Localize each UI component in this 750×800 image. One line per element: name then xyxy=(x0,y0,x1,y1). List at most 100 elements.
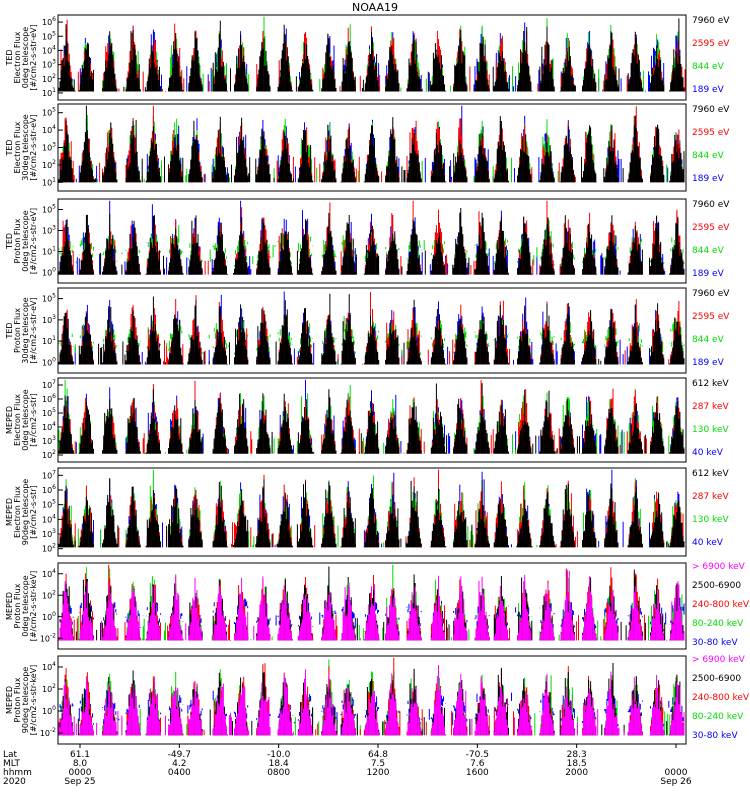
panel-8: 10-2 100 102 104 MEPEDProton Flux90deg teles… xyxy=(5,655,750,745)
panel-frame xyxy=(57,562,687,650)
footer-tick-label: -49.7 xyxy=(168,750,191,760)
legend-entry: 2595 eV xyxy=(692,128,730,138)
footer-tick-label: 28.3 xyxy=(567,750,587,760)
y-tick-label: 103 xyxy=(42,142,56,153)
legend-entry: 844 eV xyxy=(692,335,725,345)
y-axis-label: MEPEDElectron Flux0deg telescope[#/cm2-s… xyxy=(5,389,38,450)
panels: 101 102 103 104 105 106 TEDElectron Flux0deg t… xyxy=(5,14,750,745)
series-line-7960-ev xyxy=(58,293,685,365)
legend-entry: 2500-6900 xyxy=(692,581,741,591)
legend-entry: 287 keV xyxy=(692,402,729,412)
y-tick-label: 10-2 xyxy=(40,727,56,738)
y-axis-label: TEDProton Flux30deg telescope[#/cm2-s-st… xyxy=(5,297,38,364)
panel-1: 101 102 103 104 105 106 TEDElectron Flux0deg t… xyxy=(5,14,730,101)
series-line--6900-kev xyxy=(58,569,685,641)
legend-entry: 130 keV xyxy=(692,515,729,525)
legend-entry: 40 keV xyxy=(692,448,724,458)
y-tick-label: 103 xyxy=(42,528,56,539)
y-tick-label: 103 xyxy=(42,435,56,446)
footer-tick-label: 4.2 xyxy=(172,759,186,769)
legend-entry: 7960 eV xyxy=(692,105,730,115)
y-tick-label: 106 xyxy=(42,484,56,495)
y-tick-label: 104 xyxy=(42,44,56,55)
panel-frame xyxy=(57,467,687,557)
legend-entry: 7960 eV xyxy=(692,16,730,26)
footer-tick-label: 61.1 xyxy=(70,750,90,760)
legend-entry: 2595 eV xyxy=(692,39,730,49)
y-tick-label: 104 xyxy=(42,568,56,579)
y-tick-label: 107 xyxy=(42,469,56,480)
footer-tick-label: 8.0 xyxy=(73,759,88,769)
y-tick-label: 105 xyxy=(42,499,56,510)
y-tick-label: 101 xyxy=(42,246,56,257)
y-axis-label: MEPEDProton Flux90deg telescope[#/cm2-s-… xyxy=(5,665,38,736)
panel-3: 100 101 103 105 TEDProton Flux0deg telescope… xyxy=(5,198,730,284)
panel-2: 101 102 103 104 105 TEDElectron Flux30deg tel… xyxy=(5,103,730,192)
legend-entry: 2500-6900 xyxy=(692,674,741,684)
y-tick-label: 103 xyxy=(42,225,56,236)
y-tick-label: 103 xyxy=(42,59,56,70)
panel-frame xyxy=(57,287,687,374)
chart-title: NOAA19 xyxy=(352,1,398,14)
y-axis-label: MEPEDProton Flux0deg telescope[#/cm2-s-s… xyxy=(5,571,38,642)
panel-4: 100 101 103 105 TEDProton Flux30deg telescop… xyxy=(5,287,730,374)
y-tick-label: 106 xyxy=(42,16,56,27)
legend-entry: 189 eV xyxy=(692,174,725,184)
footer-tick-label: 0000 xyxy=(69,768,92,778)
footer-tick-label: 1600 xyxy=(466,768,489,778)
footer-tick-label: Sep 26 xyxy=(660,777,692,787)
legend-entry: 189 eV xyxy=(692,269,725,279)
series-line-612-kev xyxy=(58,478,685,548)
y-tick-label: 102 xyxy=(42,449,56,460)
footer-row-label: 2020 xyxy=(3,777,26,787)
y-tick-label: 104 xyxy=(42,513,56,524)
footer-row-label: hhmm xyxy=(3,768,32,778)
footer-row-label: MLT xyxy=(3,759,21,769)
legend-entry: 287 keV xyxy=(692,492,729,502)
footer-tick-label: 0800 xyxy=(267,768,290,778)
y-tick-label: 100 xyxy=(42,705,56,716)
y-axis-label: TEDElectron Flux0deg telescope[#/cm2-s-s… xyxy=(5,24,38,90)
panel-5: 102 103 104 105 106 107 MEPEDElectron Flux0deg… xyxy=(5,377,729,463)
y-tick-label: 105 xyxy=(42,107,56,118)
footer-row-label: Lat xyxy=(3,750,18,760)
footer-tick-label: 0000 xyxy=(665,768,688,778)
y-tick-label: 102 xyxy=(42,543,56,554)
panel-frame xyxy=(57,377,687,463)
legend-entry: 844 eV xyxy=(692,246,725,256)
legend-entry: 612 keV xyxy=(692,469,729,479)
y-tick-label: 100 xyxy=(42,267,56,278)
legend-entry: 240-800 keV xyxy=(692,693,750,703)
series-line--6900-kev xyxy=(58,665,685,736)
y-tick-label: 105 xyxy=(42,30,56,41)
y-tick-label: 102 xyxy=(42,73,56,84)
y-tick-label: 105 xyxy=(42,204,56,215)
legend-entry: 130 keV xyxy=(692,425,729,435)
y-axis-label: TEDProton Flux0deg telescope[#/cm2-s-str… xyxy=(5,208,38,274)
legend-entry: 30-80 keV xyxy=(692,638,738,648)
y-tick-label: 102 xyxy=(42,159,56,170)
footer-tick-label: 2000 xyxy=(565,768,588,778)
panel-frame xyxy=(57,14,687,101)
legend-entry: > 6900 keV xyxy=(692,562,746,572)
y-tick-label: 101 xyxy=(42,87,56,98)
y-tick-label: 107 xyxy=(42,379,56,390)
legend-entry: 7960 eV xyxy=(692,200,730,210)
y-tick-label: 103 xyxy=(42,314,56,325)
y-tick-label: 100 xyxy=(42,356,56,367)
footer-tick-label: -10.0 xyxy=(267,750,291,760)
legend-entry: 30-80 keV xyxy=(692,731,738,741)
y-tick-label: 102 xyxy=(42,683,56,694)
y-tick-label: 105 xyxy=(42,293,56,304)
panel-frame xyxy=(57,655,687,745)
y-tick-label: 101 xyxy=(42,335,56,346)
legend-entry: > 6900 keV xyxy=(692,655,746,665)
y-tick-label: 104 xyxy=(42,421,56,432)
y-tick-label: 104 xyxy=(42,124,56,135)
legend-entry: 189 eV xyxy=(692,85,725,95)
series-line-612-kev xyxy=(58,383,685,454)
y-tick-label: 104 xyxy=(42,661,56,672)
footer-tick-label: 18.5 xyxy=(567,759,587,769)
series-line-7960-ev xyxy=(58,208,685,275)
